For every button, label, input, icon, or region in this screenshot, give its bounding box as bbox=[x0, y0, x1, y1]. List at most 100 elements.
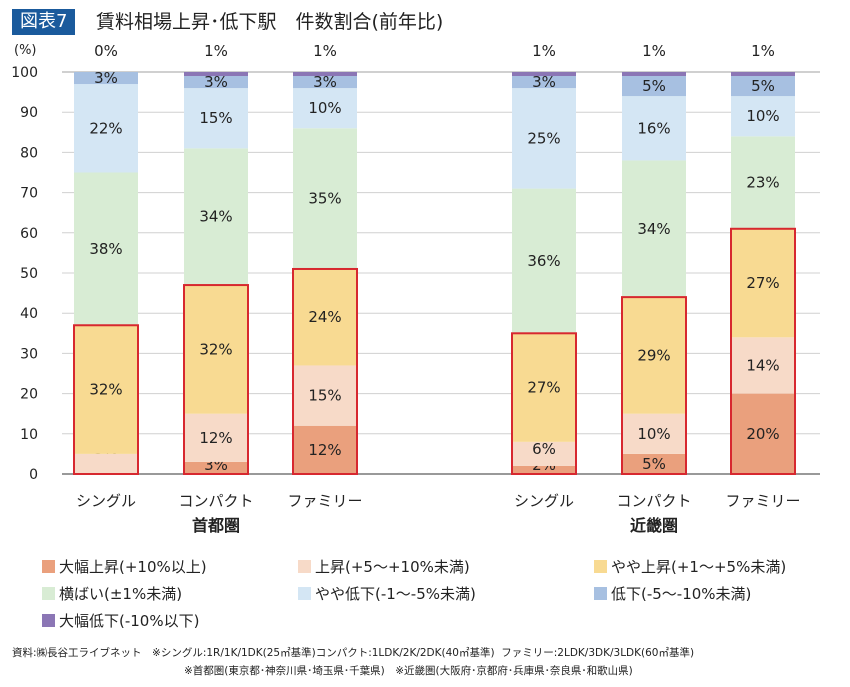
bar-segment bbox=[731, 72, 795, 77]
x-tick-label: ファミリー bbox=[725, 492, 800, 510]
data-label: 12% bbox=[308, 441, 341, 459]
group-label: 近畿圏 bbox=[630, 516, 678, 535]
rise-highlight-outline bbox=[730, 227, 796, 475]
data-label: 3% bbox=[94, 69, 118, 87]
data-label: 6% bbox=[532, 440, 556, 458]
bar-segment bbox=[184, 461, 248, 474]
y-tick-label: 50 bbox=[20, 266, 38, 282]
bar-segment bbox=[293, 128, 357, 269]
bar-segment bbox=[512, 72, 576, 77]
bar-segment bbox=[184, 148, 248, 286]
legend-item: やや低下(-1〜-5%未満) bbox=[298, 583, 476, 604]
rise-highlight-outline bbox=[183, 284, 249, 475]
footer-source: 資料:㈱長谷工ライブネット ※シングル:1R/1K/1DK(25㎡基準)コンパク… bbox=[12, 647, 695, 659]
y-tick-label: 70 bbox=[20, 186, 38, 202]
data-label: 5% bbox=[642, 77, 666, 95]
x-tick-label: シングル bbox=[514, 492, 574, 510]
legend-item: 大幅低下(-10%以下) bbox=[42, 610, 199, 631]
legend-label: やや上昇(+1〜+5%未満) bbox=[611, 558, 787, 576]
data-label: 27% bbox=[746, 274, 779, 292]
bar-segment bbox=[512, 76, 576, 89]
x-tick-label: コンパクト bbox=[616, 492, 691, 510]
bar-segment bbox=[184, 76, 248, 89]
data-label: 1% bbox=[532, 42, 556, 60]
y-tick-label: 90 bbox=[20, 105, 38, 121]
bar-segment bbox=[622, 453, 686, 474]
group-label: 首都圏 bbox=[192, 516, 240, 535]
rise-highlight-outline bbox=[292, 267, 358, 476]
data-label: 32% bbox=[199, 340, 232, 358]
data-label: 10% bbox=[308, 99, 341, 117]
y-axis-label: (%) bbox=[14, 43, 37, 58]
data-label: 20% bbox=[746, 425, 779, 443]
data-label: 5% bbox=[642, 455, 666, 473]
chart-title: 賃料相場上昇･低下駅 件数割合(前年比) bbox=[96, 11, 444, 33]
bar-segment bbox=[184, 413, 248, 462]
data-label: 3% bbox=[204, 73, 228, 91]
footer-note: ※首都圏(東京都･神奈川県･埼玉県･千葉県) ※近畿圏(大阪府･京都府･兵庫県･… bbox=[184, 665, 633, 677]
data-label: 23% bbox=[746, 174, 779, 192]
bar-segment bbox=[622, 72, 686, 77]
data-label: 0% bbox=[94, 42, 118, 60]
bar-segment bbox=[622, 413, 686, 454]
data-label: 12% bbox=[199, 429, 232, 447]
bar-segment bbox=[293, 425, 357, 474]
rise-highlight-outline bbox=[511, 332, 577, 475]
bar-segment bbox=[622, 96, 686, 161]
data-label: 32% bbox=[89, 381, 122, 399]
y-tick-label: 80 bbox=[20, 145, 38, 161]
x-tick-label: ファミリー bbox=[287, 492, 362, 510]
legend-swatch bbox=[42, 560, 55, 573]
bar-segment bbox=[293, 88, 357, 129]
figure-label: 図表7 bbox=[12, 9, 76, 35]
x-tick-label: シングル bbox=[76, 492, 136, 510]
data-label: 1% bbox=[204, 42, 228, 60]
data-label: 3% bbox=[532, 73, 556, 91]
data-label: 29% bbox=[637, 346, 670, 364]
data-label: 1% bbox=[751, 42, 775, 60]
bar-segment bbox=[512, 441, 576, 466]
bar-segment bbox=[512, 188, 576, 334]
legend-swatch bbox=[594, 560, 607, 573]
y-tick-label: 60 bbox=[20, 226, 38, 242]
bar-segment bbox=[622, 160, 686, 298]
x-tick-label: コンパクト bbox=[178, 492, 253, 510]
bar-segment bbox=[731, 337, 795, 394]
bar-segment bbox=[293, 268, 357, 366]
legend-item: 上昇(+5〜+10%未満) bbox=[298, 556, 470, 577]
y-tick-label: 30 bbox=[20, 346, 38, 362]
bar-segment bbox=[512, 465, 576, 474]
data-label: 35% bbox=[308, 190, 341, 208]
legend-item: 大幅上昇(+10%以上) bbox=[42, 556, 207, 577]
bar-segment bbox=[74, 172, 138, 326]
data-label: 38% bbox=[89, 240, 122, 258]
data-label: 25% bbox=[527, 129, 560, 147]
legend-label: 横ばい(±1%未満) bbox=[59, 585, 183, 603]
data-label: 1% bbox=[642, 42, 666, 60]
data-label: 10% bbox=[637, 425, 670, 443]
legend-swatch bbox=[298, 560, 311, 573]
data-label: 36% bbox=[527, 252, 560, 270]
y-tick-label: 0 bbox=[29, 467, 38, 483]
bar-segment bbox=[74, 84, 138, 173]
legend-item: 低下(-5〜-10%未満) bbox=[594, 583, 751, 604]
data-label: 24% bbox=[308, 308, 341, 326]
bar-segment bbox=[184, 72, 248, 77]
legend-label: 大幅低下(-10%以下) bbox=[59, 612, 200, 630]
legend-item: 横ばい(±1%未満) bbox=[42, 583, 182, 604]
data-label: 27% bbox=[527, 379, 560, 397]
bar-segment bbox=[731, 136, 795, 229]
data-label: 22% bbox=[89, 119, 122, 137]
legend-swatch bbox=[42, 614, 55, 627]
bar-segment bbox=[731, 393, 795, 474]
y-tick-label: 40 bbox=[20, 306, 38, 322]
legend-label: 上昇(+5〜+10%未満) bbox=[315, 558, 470, 576]
data-label: 15% bbox=[199, 109, 232, 127]
legend-swatch bbox=[298, 587, 311, 600]
data-label: 16% bbox=[637, 119, 670, 137]
data-label: 10% bbox=[746, 107, 779, 125]
data-label: 34% bbox=[199, 208, 232, 226]
legend-label: やや低下(-1〜-5%未満) bbox=[315, 585, 476, 603]
